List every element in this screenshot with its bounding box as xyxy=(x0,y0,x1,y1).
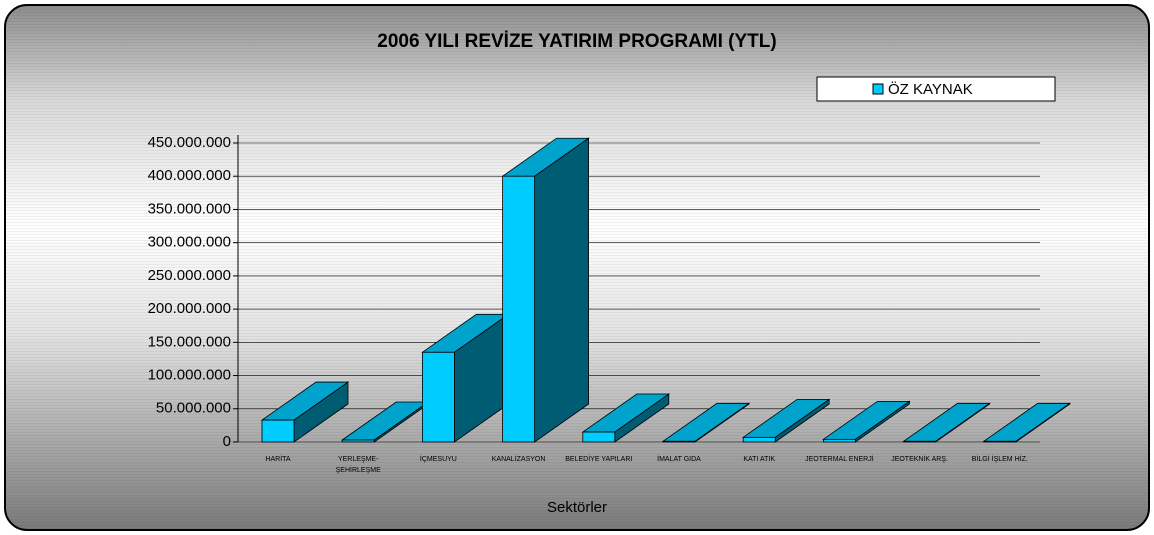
bar-front xyxy=(662,440,696,443)
bar xyxy=(661,402,751,443)
bar xyxy=(581,393,671,443)
y-tick-label: 350.000.000 xyxy=(148,200,231,217)
bar xyxy=(340,401,430,443)
y-tick-label: 300.000.000 xyxy=(148,234,231,251)
bar xyxy=(982,402,1072,443)
legend-label: ÖZ KAYNAK xyxy=(888,80,973,98)
bar xyxy=(421,313,510,443)
bar-front xyxy=(261,419,295,443)
bar xyxy=(902,402,991,443)
bar xyxy=(260,381,350,443)
bar-front xyxy=(341,439,375,443)
y-tick-label: 150.000.000 xyxy=(148,333,231,350)
chart-title: 2006 YILI REVİZE YATIRIM PROGRAMI (YTL) xyxy=(377,31,776,52)
bar-side xyxy=(534,137,589,443)
x-tick-label: KANALİZASYON xyxy=(491,456,546,463)
bar-front xyxy=(903,440,936,443)
y-tick-label: 450.000.000 xyxy=(148,134,231,151)
x-tick-label: İÇMESUYU xyxy=(419,456,457,463)
y-tick-label: 250.000.000 xyxy=(148,267,231,284)
bar-front xyxy=(582,431,616,443)
y-tick-label: 200.000.000 xyxy=(148,300,231,317)
x-tick-label: BELEDİYE YAPILARI xyxy=(565,456,633,463)
x-tick-label: YERLEŞME- ŞEHİRLEŞME xyxy=(335,456,381,474)
bar-front xyxy=(823,438,856,443)
y-tick-label: 50.000.000 xyxy=(156,400,231,417)
x-tick-label: BİLGİ İŞLEM HİZ. xyxy=(971,456,1028,463)
x-tick-label: JEOTEKNİK ARŞ. xyxy=(891,456,948,463)
x-tick-label: KATI ATIK xyxy=(743,456,775,463)
x-tick-label: HARİTA xyxy=(265,456,291,463)
bar xyxy=(822,400,911,443)
bar xyxy=(501,137,590,443)
bar-front xyxy=(983,440,1017,443)
bar xyxy=(741,398,831,443)
bar-front xyxy=(742,436,776,443)
legend-box xyxy=(816,76,1056,102)
x-tick-label: JEOTERMAL ENERJİ xyxy=(805,456,874,463)
bar-front xyxy=(421,351,455,443)
y-tick-label: 0 xyxy=(223,433,231,450)
y-tick-label: 100.000.000 xyxy=(148,367,231,384)
legend-marker xyxy=(872,83,884,95)
y-tick-label: 400.000.000 xyxy=(148,167,231,184)
bar-front xyxy=(502,175,536,443)
x-axis-title: Sektörler xyxy=(547,499,607,516)
x-tick-label: İMALAT GIDA xyxy=(657,456,701,463)
